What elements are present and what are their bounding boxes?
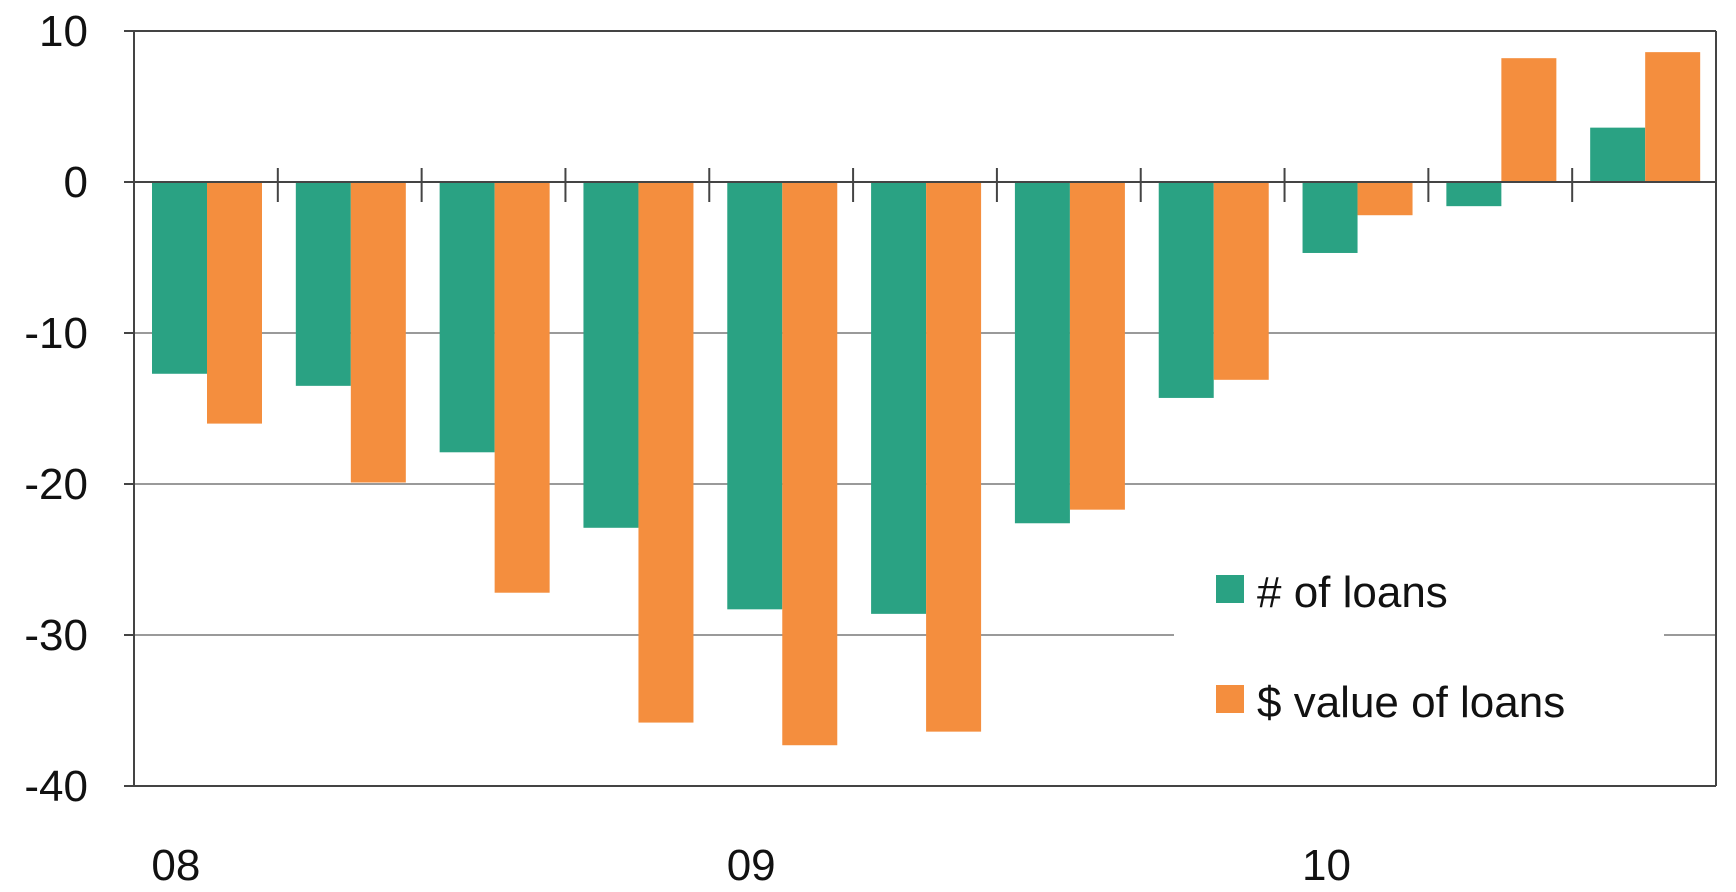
axes xyxy=(124,30,1717,787)
x-year-label: 10 xyxy=(1302,841,1351,887)
bar-series-1-8 xyxy=(1357,182,1413,216)
legend-label-loans-value: $ value of loans xyxy=(1257,678,1565,727)
bar-series-0-8 xyxy=(1302,182,1358,253)
legend-background xyxy=(1174,620,1664,682)
bars xyxy=(152,52,1701,746)
bar-series-1-0 xyxy=(207,182,262,424)
legend: # of loans $ value of loans xyxy=(1174,568,1664,727)
bar-series-1-4 xyxy=(782,182,838,746)
bar-series-1-9 xyxy=(1501,58,1557,182)
bar-series-1-5 xyxy=(926,182,982,732)
bar-series-0-2 xyxy=(439,182,495,453)
legend-swatch-loans-value xyxy=(1216,685,1244,713)
bar-series-0-6 xyxy=(1014,182,1070,524)
y-tick-label: -40 xyxy=(24,762,88,811)
y-tick-labels: 10 0 -10 -20 -30 -40 xyxy=(24,7,88,811)
x-year-labels: 08 09 10 xyxy=(151,841,1351,890)
bar-series-0-1 xyxy=(295,182,351,386)
bar-series-0-4 xyxy=(727,182,783,610)
bar-series-1-3 xyxy=(638,182,694,723)
y-tick-label: -30 xyxy=(24,611,88,660)
bar-series-0-10 xyxy=(1590,127,1646,182)
bar-series-0-9 xyxy=(1446,182,1502,207)
bar-series-0-5 xyxy=(871,182,927,614)
y-tick-label: -20 xyxy=(24,460,88,509)
legend-swatch-loans-count xyxy=(1216,575,1244,603)
y-tick-label: -10 xyxy=(24,309,88,358)
bar-series-1-1 xyxy=(350,182,406,483)
bar-series-0-0 xyxy=(152,182,207,374)
bar-series-1-6 xyxy=(1069,182,1125,510)
bar-series-0-7 xyxy=(1158,182,1214,398)
bar-series-1-2 xyxy=(494,182,550,593)
bar-series-1-7 xyxy=(1213,182,1269,380)
x-year-label: 08 xyxy=(151,841,200,887)
y-tick-label: 0 xyxy=(64,158,88,207)
legend-background-lower xyxy=(1174,683,1664,723)
bar-series-1-10 xyxy=(1645,52,1701,182)
legend-label-loans-count: # of loans xyxy=(1257,568,1448,617)
bar-series-0-3 xyxy=(583,182,639,528)
x-year-label: 09 xyxy=(727,841,776,887)
y-tick-label: 10 xyxy=(39,7,88,56)
